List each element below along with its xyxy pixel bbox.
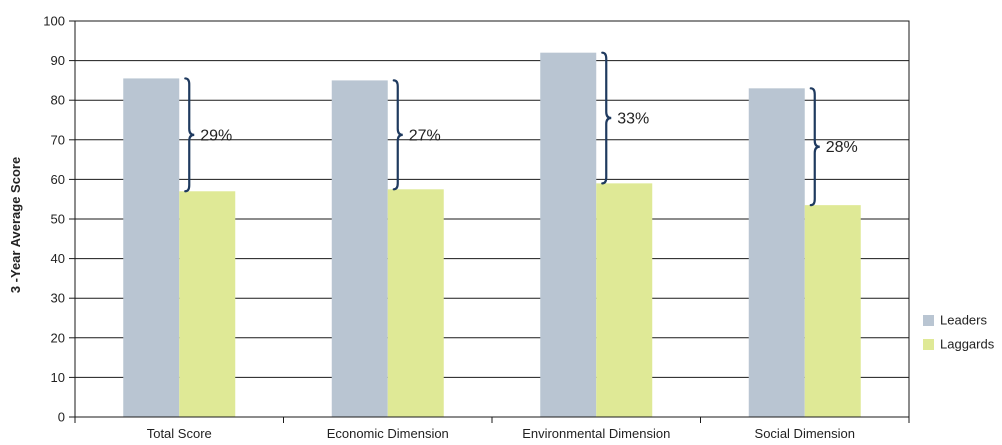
y-tick-label-100: 100	[43, 14, 65, 29]
legend-swatch-leaders	[923, 315, 934, 326]
y-tick-label-80: 80	[51, 93, 65, 108]
bar-leaders-3	[748, 88, 805, 417]
x-category-label-3: Social Dimension	[755, 426, 855, 441]
y-tick-label-50: 50	[51, 212, 65, 227]
y-tick-label-60: 60	[51, 172, 65, 187]
bar-laggards-1	[387, 189, 444, 417]
bracket-2	[601, 51, 612, 185]
y-tick-label-40: 40	[51, 251, 65, 266]
legend: Leaders Laggards	[923, 313, 995, 352]
x-category-label-0: Total Score	[147, 426, 212, 441]
y-tick-label-70: 70	[51, 132, 65, 147]
bar-layer	[123, 52, 861, 418]
bracket-3	[809, 87, 820, 207]
annotation-label-0: 29%	[200, 127, 232, 144]
y-tick-label-10: 10	[51, 370, 65, 385]
x-category-label-1: Economic Dimension	[327, 426, 449, 441]
bracket-0	[184, 77, 195, 193]
bar-leaders-2	[540, 52, 597, 418]
y-axis-label: 3 -Year Average Score	[8, 157, 23, 293]
bar-laggards-2	[596, 183, 653, 417]
legend-label-leaders: Leaders	[940, 313, 987, 328]
y-tick-label-0: 0	[58, 410, 65, 425]
bracket-1	[392, 79, 403, 191]
y-tick-label-90: 90	[51, 53, 65, 68]
bar-laggards-3	[804, 205, 861, 417]
legend-swatch-laggards	[923, 339, 934, 350]
annotation-label-2: 33%	[617, 111, 649, 128]
bar-leaders-1	[331, 80, 388, 418]
annotation-label-1: 27%	[409, 127, 441, 144]
bar-laggards-0	[179, 191, 236, 417]
axis-layer: 0 10 20 30 40 50 60 70 80 90 100 Total Score Economi…	[43, 14, 910, 441]
y-tick-label-20: 20	[51, 330, 65, 345]
legend-label-laggards: Laggards	[940, 337, 995, 352]
x-category-label-2: Environmental Dimension	[522, 426, 670, 441]
bar-leaders-0	[123, 78, 180, 418]
y-tick-label-30: 30	[51, 291, 65, 306]
annotation-layer: 29% 27% 33% 28%	[184, 51, 858, 207]
annotation-label-3: 28%	[826, 139, 858, 156]
